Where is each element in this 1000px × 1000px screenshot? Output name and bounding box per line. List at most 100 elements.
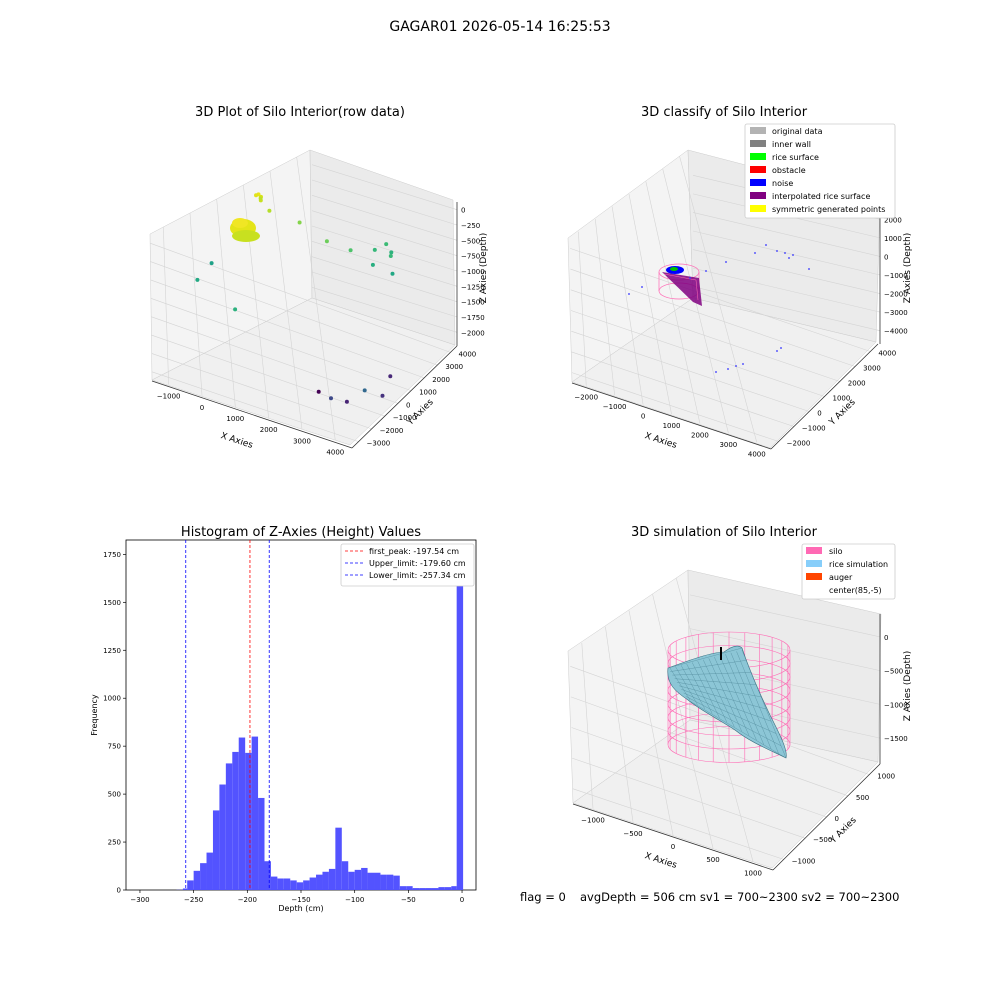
panel2-y-gridline <box>571 351 795 427</box>
panel1-y-gridline <box>151 353 372 430</box>
panel3-bar <box>290 880 297 890</box>
panel1-y-tick-label: 2000 <box>432 376 450 384</box>
panel3-legend-label: Lower_limit: -257.34 cm <box>369 571 466 580</box>
panel4-floor-pane <box>572 719 879 869</box>
panel2-y-gridline <box>570 310 825 397</box>
panel1-x-tick-label: 1000 <box>226 415 244 423</box>
panel3-bar <box>245 752 252 890</box>
panel4-grid <box>570 578 881 862</box>
panel2-x-tick-label: −1000 <box>603 403 627 411</box>
panel3-title: Histogram of Z-Axies (Height) Values <box>181 525 421 540</box>
panel1-z-tick-label: −2000 <box>461 329 485 337</box>
panel2-noise-point <box>780 347 782 349</box>
panel4-z-tick-label: −1500 <box>884 735 908 743</box>
panel2-noise-point <box>689 277 691 279</box>
panel4-mesh-line <box>685 696 782 746</box>
panel2-legend-label: inner wall <box>772 140 811 149</box>
panel1-point <box>380 393 385 398</box>
panel2-z-tick-label: −4000 <box>884 328 908 336</box>
panel1-ticks: −1000 0 1000 2000 3000 4000 −3000 −2000 −1000 0 10… <box>157 207 485 457</box>
panel4-mesh-line <box>697 661 728 723</box>
panel1-grid <box>150 156 458 442</box>
panel1-z-tick-label: −500 <box>461 237 480 245</box>
panel4-mesh-line <box>675 666 698 705</box>
panel4-mesh-line <box>708 658 742 732</box>
panel3-bar <box>264 861 271 890</box>
panel3-y-tick-label: 1000 <box>103 695 121 703</box>
panel4-y-gridline <box>572 788 784 860</box>
panel1-point <box>389 250 394 255</box>
panel1-x-gridline <box>296 156 336 441</box>
panel1-y-gridline <box>151 316 399 404</box>
panel1-y-tick-label: −1000 <box>393 414 417 422</box>
panel4-z-gridline <box>689 594 881 638</box>
panel1-point <box>388 254 393 258</box>
panel2-y-gridline <box>570 289 840 382</box>
panel4-zlabel: Z Axies (Depth) <box>903 651 913 722</box>
panel1-z-gridline <box>311 164 458 210</box>
panel2-noise-point <box>784 252 786 254</box>
panel1-y-tick-label: 1000 <box>419 389 437 397</box>
panel4-mesh-line <box>681 689 772 722</box>
panel2-noise-point <box>725 261 727 263</box>
panel2-y-tick-label: 2000 <box>848 380 866 388</box>
panel3-bar <box>380 874 387 890</box>
panel1-points <box>195 192 395 404</box>
panel1-point <box>388 374 393 379</box>
panel2-z-tick-label: 1000 <box>884 235 902 243</box>
panel2-y-tick-label: 0 <box>817 410 821 418</box>
panel2-z-tick-label: 2000 <box>884 216 902 224</box>
panel4-mesh-line <box>676 682 762 698</box>
panel2-x-tick-label: 1000 <box>663 422 681 430</box>
panel3-x-tick-label: −100 <box>345 896 364 904</box>
panel2-noise-point <box>715 371 717 373</box>
panel1-z-gridline <box>311 256 458 302</box>
panel4-title: 3D simulation of Silo Interior <box>631 525 818 540</box>
panel3-bar <box>296 882 304 890</box>
panel3-ylabel: Frequency <box>90 694 99 736</box>
panel2-y-gridline <box>571 330 810 412</box>
panel1-point <box>370 262 375 267</box>
panel4-y-gridline <box>571 727 827 818</box>
panel1-point <box>324 239 329 244</box>
panel2-y-tick-label: 4000 <box>878 350 896 358</box>
panel4-mesh-line <box>686 663 713 714</box>
panel3-bar <box>182 888 188 890</box>
panel3-bar <box>341 861 349 890</box>
panel4-y-axis-line <box>772 763 881 871</box>
panel2-y-gridline <box>571 372 779 442</box>
panel4-x-gridline <box>628 610 674 836</box>
panel1-point <box>297 220 302 225</box>
panel2-y-tick-label: 1000 <box>833 395 851 403</box>
panel3-bar <box>451 886 457 890</box>
panel1-z-gridline <box>311 225 458 272</box>
panel1-z-gridline <box>311 271 458 318</box>
panel1-y-gridline <box>151 371 359 442</box>
panel3-y-tick-label: 750 <box>108 743 121 751</box>
panel1-point <box>384 242 389 247</box>
panel4-legend-swatch <box>806 573 822 580</box>
panel2-x-gridline <box>628 193 672 415</box>
panel1-y-tick-label: 3000 <box>445 363 463 371</box>
panel1-point <box>316 389 321 394</box>
panel4-y-tick-label: 1000 <box>877 773 895 781</box>
panel1-y-gridline <box>150 242 451 353</box>
panel4-mesh-line <box>719 655 757 741</box>
panel3-x-tick-label: −150 <box>291 896 310 904</box>
panel3-bar <box>258 797 265 890</box>
panel3-bar <box>361 867 368 890</box>
panel4-x-tick-label: 1000 <box>744 869 762 877</box>
panel2-noise-point <box>628 293 630 295</box>
panel1-y-gridline <box>150 298 412 391</box>
panel3-bar <box>238 737 246 890</box>
panel4-z-tick-label: −1000 <box>884 701 908 709</box>
panel1-x-axis-line <box>151 380 353 449</box>
panel1-point <box>195 277 200 282</box>
panel1-x-tick-label: 3000 <box>293 437 311 445</box>
panel1-point <box>390 271 395 276</box>
panel3-bar <box>393 875 400 890</box>
panel1-z-tick-label: −1500 <box>461 299 485 307</box>
panel1-z-gridline <box>311 210 458 256</box>
panel1-y-axis-line <box>351 345 458 449</box>
panel3-bar <box>193 870 201 890</box>
